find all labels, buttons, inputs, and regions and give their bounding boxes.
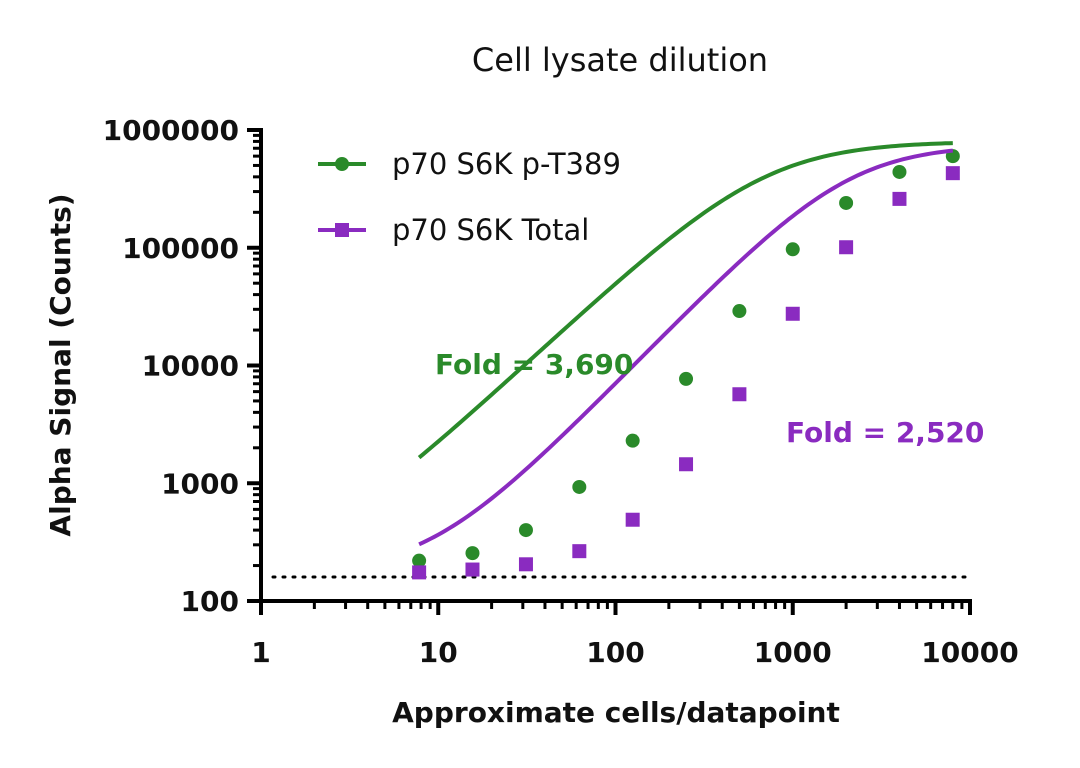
data-point: [572, 544, 587, 559]
data-point: [679, 371, 694, 386]
legend-label-series-2: p70 S6K Total: [392, 213, 589, 247]
data-point: [572, 479, 587, 494]
series-2-fit-curve: [418, 148, 954, 547]
y-tick-label: 1000: [161, 467, 239, 500]
annotation-fold-purple: Fold = 2,520: [786, 416, 984, 449]
legend-entry-green: p70 S6K p-T389: [318, 147, 621, 181]
data-point: [412, 553, 427, 568]
series-2: [412, 148, 960, 580]
x-axis-title: Approximate cells/datapoint: [392, 696, 840, 729]
data-point: [732, 304, 747, 319]
y-axis-title: Alpha Signal (Counts): [44, 193, 77, 536]
series-1: [412, 141, 960, 568]
legend-marker-square: [335, 223, 349, 237]
y-tick-label: 1000000: [103, 114, 239, 147]
data-point: [412, 565, 427, 580]
x-tick-label: 100: [586, 636, 644, 669]
data-point: [625, 433, 640, 448]
series-layer: [412, 141, 960, 580]
data-point: [465, 562, 480, 577]
data-point: [839, 240, 854, 255]
data-point: [785, 242, 800, 257]
data-point: [465, 546, 480, 561]
data-point: [892, 191, 907, 206]
annotation-fold-green: Fold = 3,690: [435, 348, 633, 381]
data-point: [839, 195, 854, 210]
legend-label-series-1: p70 S6K p-T389: [392, 147, 621, 181]
x-tick-label: 10: [419, 636, 458, 669]
y-tick-label: 10000: [142, 350, 239, 383]
data-point: [625, 512, 640, 527]
y-axis-ticks: 100 1000 10000 100000 1000000: [103, 114, 261, 618]
x-tick-label: 1: [251, 636, 270, 669]
data-point: [732, 387, 747, 402]
x-tick-label: 1000: [754, 636, 832, 669]
data-point: [945, 166, 960, 181]
x-tick-label: 10000: [921, 636, 1018, 669]
data-point: [518, 523, 533, 538]
series-1-fit-curve: [417, 141, 953, 460]
data-point: [785, 306, 800, 321]
y-tick-label: 100000: [122, 232, 239, 265]
legend-marker-circle: [335, 157, 349, 171]
legend: p70 S6K p-T389 p70 S6K Total: [318, 147, 621, 247]
data-point: [892, 164, 907, 179]
x-axis-ticks: 1 10 100 1000 10000: [251, 601, 1019, 669]
y-tick-label: 100: [181, 585, 239, 618]
data-point: [518, 557, 533, 572]
legend-entry-purple: p70 S6K Total: [318, 213, 589, 247]
chart-title: Cell lysate dilution: [472, 41, 768, 79]
data-point: [679, 457, 694, 472]
